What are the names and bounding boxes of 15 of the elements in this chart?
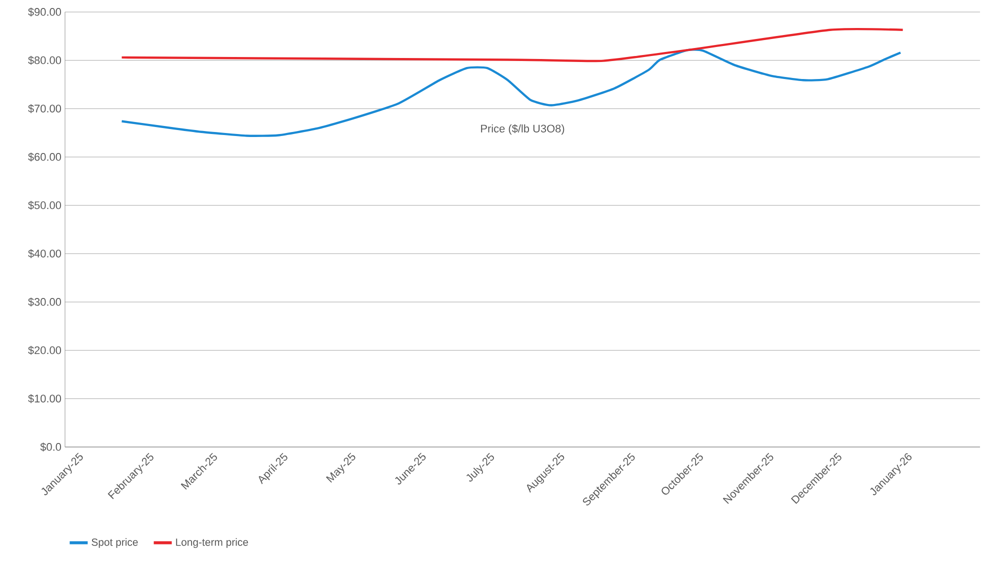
y-tick-label: $90.00 bbox=[28, 8, 62, 16]
y-tick-label: $40.00 bbox=[28, 249, 62, 258]
legend-label: Long-term price bbox=[176, 538, 248, 548]
legend-label: Spot price bbox=[92, 538, 138, 548]
y-tick-label: $60.00 bbox=[28, 152, 62, 162]
line-series bbox=[120, 48, 902, 137]
line-series bbox=[120, 28, 904, 62]
y-tick-label: $30.00 bbox=[28, 298, 62, 306]
y-tick-label: $70.00 bbox=[28, 104, 62, 114]
y-tick-label: $50.00 bbox=[28, 200, 62, 210]
y-tick-label: $80.00 bbox=[28, 56, 62, 65]
y-tick-label: $10.00 bbox=[28, 394, 62, 404]
y-tick-label: $0.0 bbox=[40, 442, 62, 452]
y-tick-label: $20.00 bbox=[28, 346, 62, 355]
annotation: Price ($/lb U3O8) bbox=[481, 124, 564, 135]
